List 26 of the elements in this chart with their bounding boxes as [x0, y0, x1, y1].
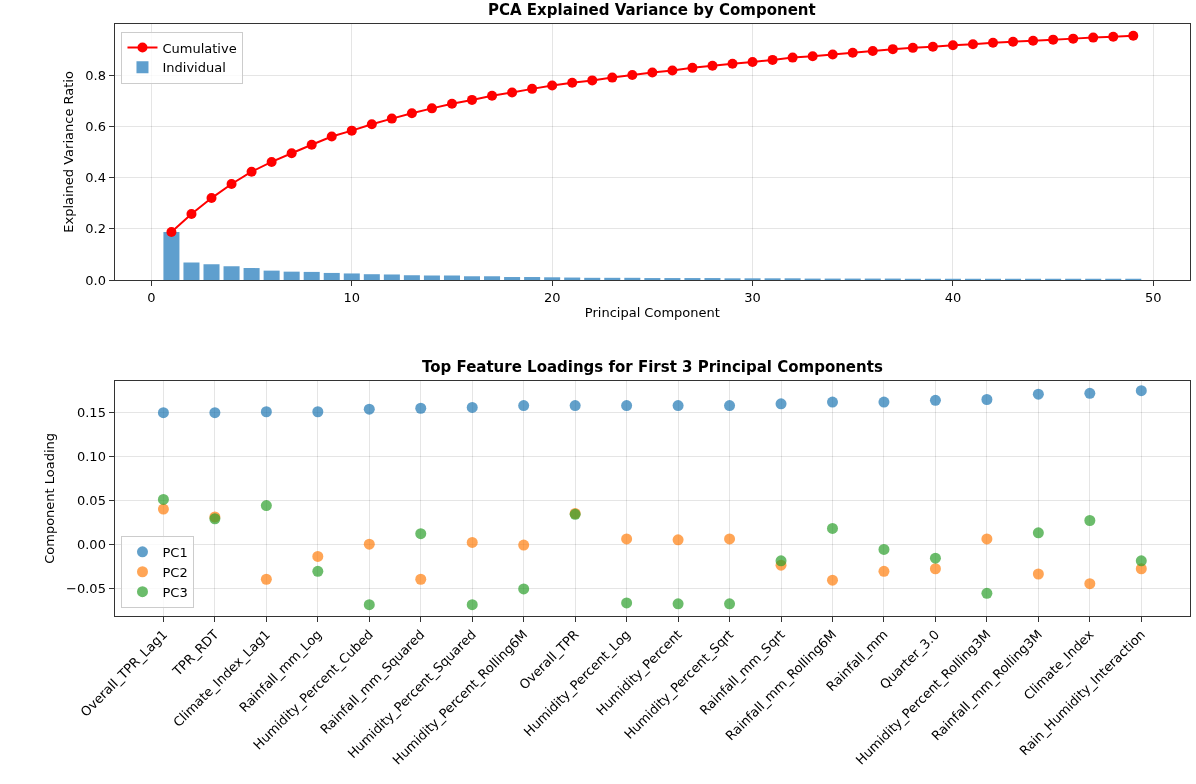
chart-title: PCA Explained Variance by Component: [488, 1, 816, 19]
legend-label: PC3: [162, 584, 188, 600]
x-tick-label: 40: [944, 289, 962, 305]
x-tick-label: 0: [147, 289, 156, 305]
y-tick-label: 0.0: [85, 272, 106, 288]
legend-label: Individual: [162, 60, 226, 76]
y-tick-label: −0.05: [66, 580, 106, 596]
y-tick-label: 0.05: [76, 492, 106, 508]
legend-label: Cumulative: [162, 40, 237, 56]
x-axis-title: Principal Component: [584, 305, 720, 321]
x-tick-label: 30: [744, 289, 761, 305]
y-tick-label: 0.4: [85, 170, 106, 186]
y-axis-title: Explained Variance Ratio: [61, 71, 77, 233]
y-tick-label: 0.15: [76, 405, 106, 421]
y-axis-title: Component Loading: [42, 432, 58, 564]
legend-label: PC1: [162, 544, 188, 560]
legend-label: PC2: [162, 564, 188, 580]
y-tick-label: 0.2: [85, 221, 106, 237]
x-tick-label: 50: [1145, 289, 1162, 305]
y-tick-label: 0.10: [76, 449, 106, 465]
y-tick-label: 0.6: [85, 118, 106, 134]
x-tick-label: 10: [343, 289, 361, 305]
x-tick-label: 20: [543, 289, 561, 305]
y-tick-label: 0.00: [76, 536, 106, 552]
y-tick-label: 0.8: [85, 67, 106, 83]
chart-title: Top Feature Loadings for First 3 Principal Components: [422, 358, 883, 376]
